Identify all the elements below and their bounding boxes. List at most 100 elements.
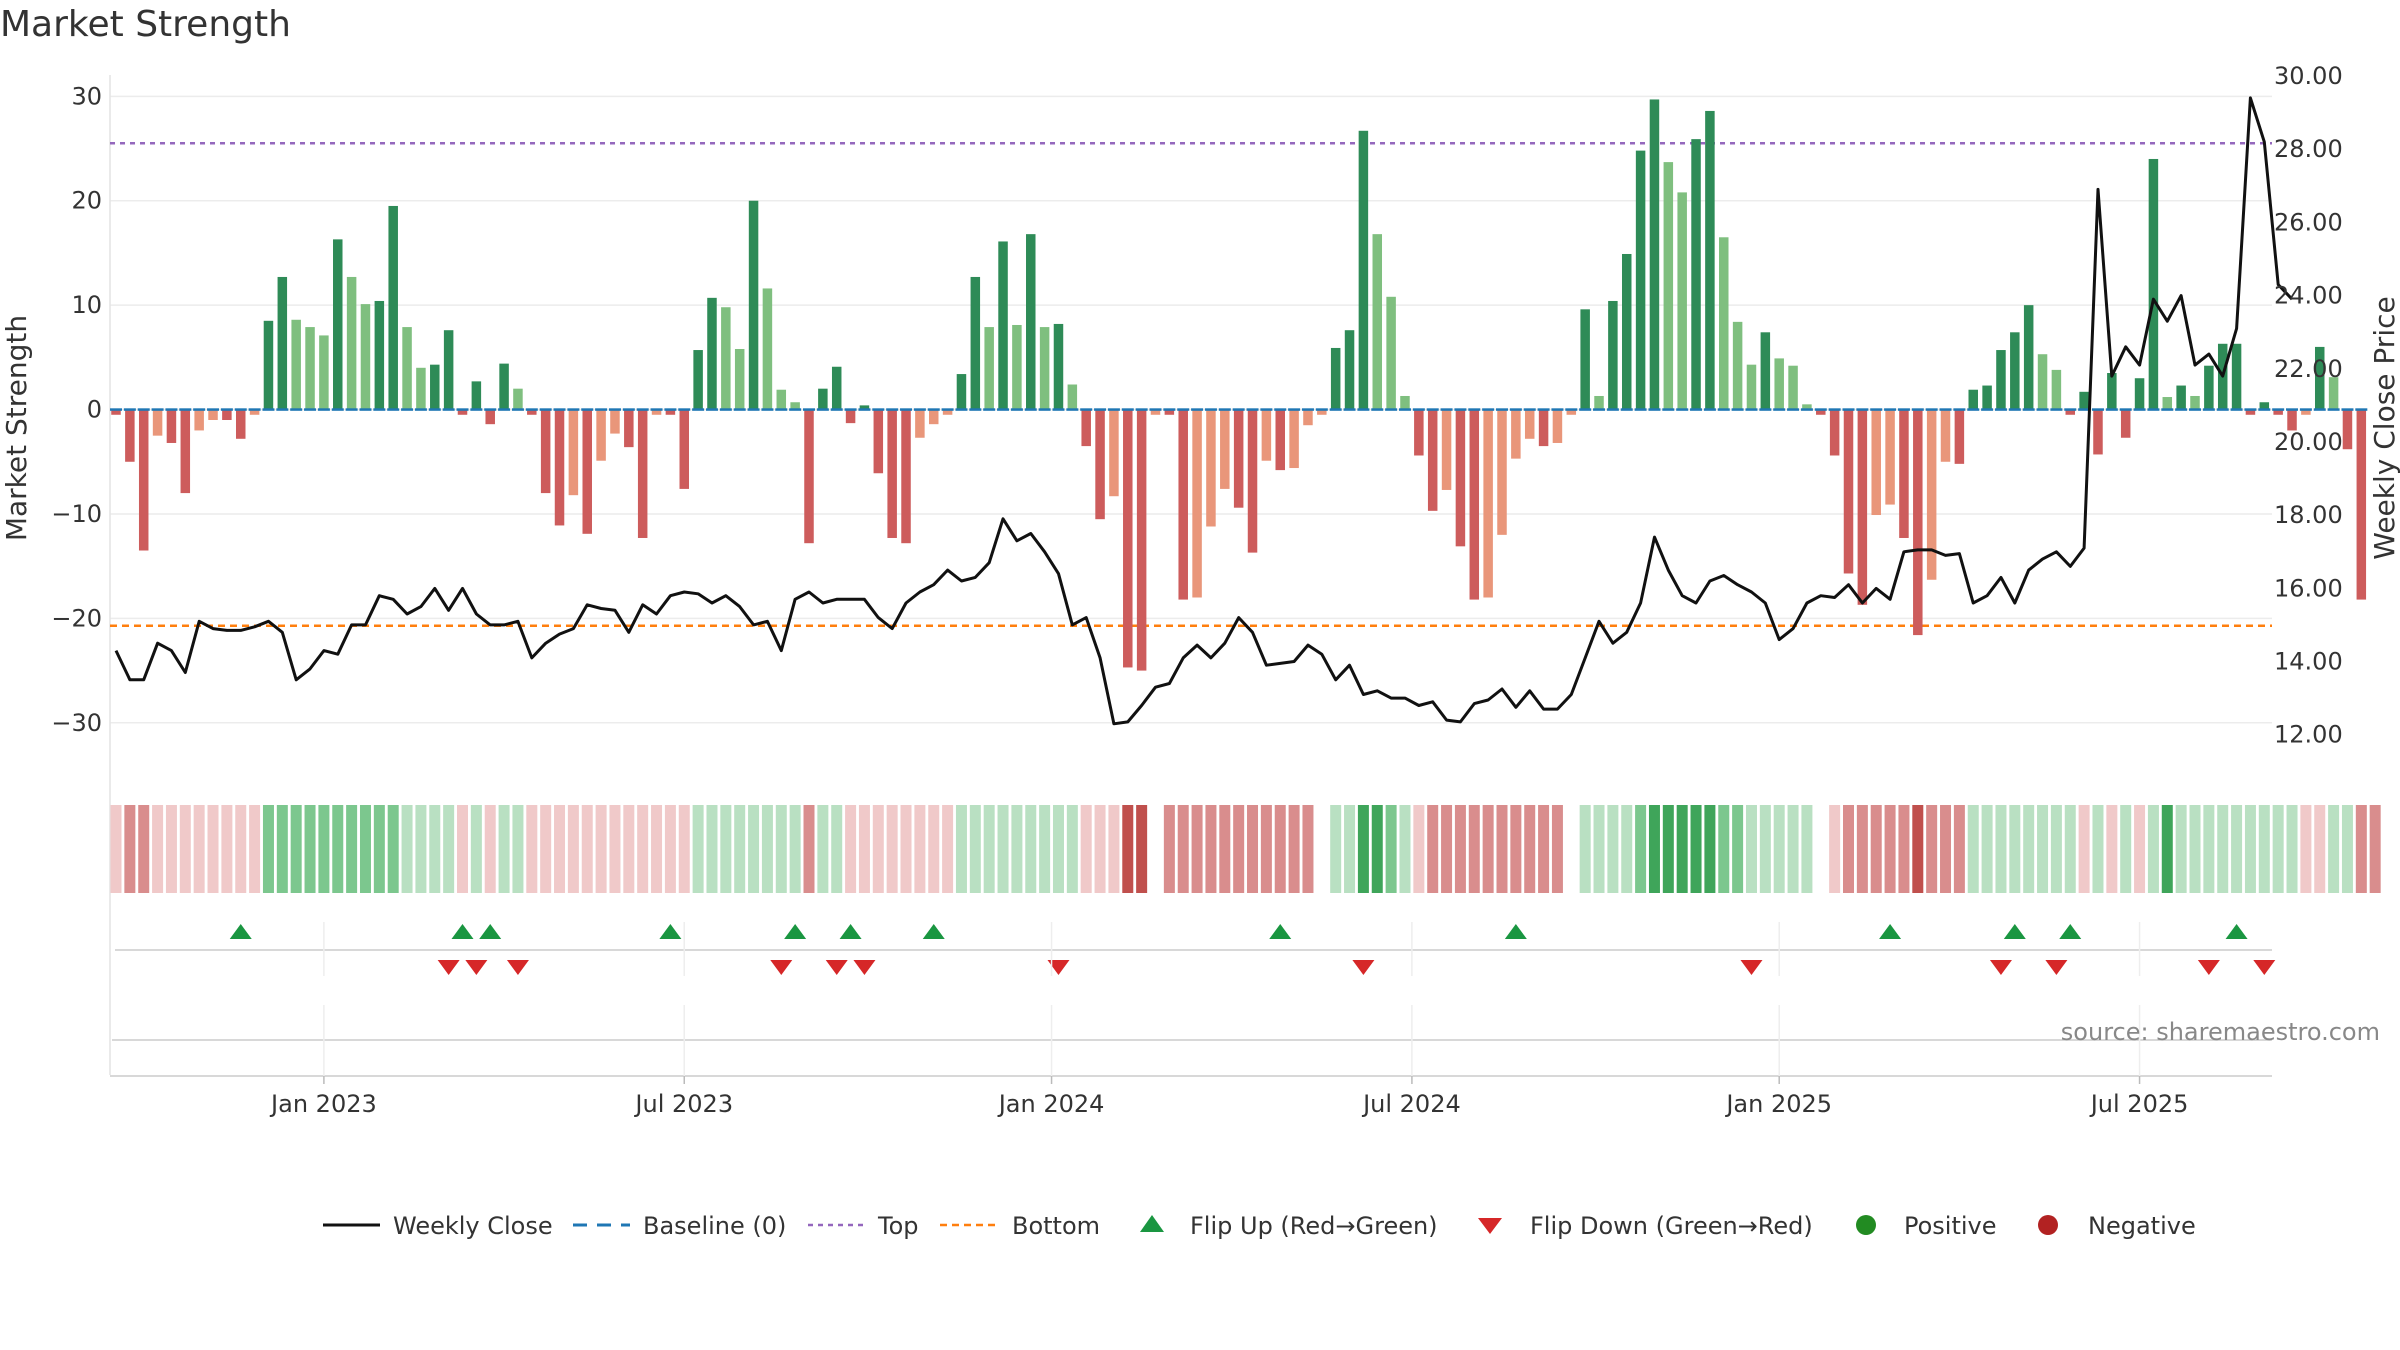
strength-bar: [2162, 397, 2173, 410]
heat-cell: [1912, 805, 1924, 893]
heat-cell: [484, 805, 496, 893]
strength-bar: [180, 409, 191, 494]
heat-cell: [914, 805, 926, 893]
source-credit: source: sharemaestro.com: [2061, 1018, 2380, 1046]
strength-bar: [1677, 192, 1687, 410]
heat-cell: [1745, 805, 1757, 893]
heat-cell: [567, 805, 579, 893]
strength-bar: [111, 409, 121, 415]
strength-bar: [1303, 409, 1313, 426]
strength-bar: [1233, 409, 1244, 508]
strength-bar: [762, 288, 773, 410]
heat-cell: [1496, 805, 1508, 893]
heat-cell: [2231, 805, 2243, 893]
strength-bar: [513, 388, 523, 410]
y-axis-title: Market Strength: [0, 315, 33, 541]
y2-tick-label: 16.00: [2274, 574, 2343, 602]
weekly-close-line: [114, 96, 2294, 726]
strength-bar: [1802, 404, 1812, 410]
heat-cell: [942, 805, 954, 893]
strength-bar: [679, 409, 690, 489]
heat-cell: [1607, 805, 1619, 893]
flip-down-marker: [770, 960, 793, 975]
heat-cell: [1690, 805, 1702, 893]
strength-bar: [1441, 409, 1452, 490]
heat-cell: [2023, 805, 2035, 893]
heat-cell: [526, 805, 538, 893]
strength-bar: [1538, 409, 1549, 447]
strength-bar: [1261, 409, 1272, 461]
flip-up-marker: [1879, 924, 1902, 939]
strength-bar: [485, 409, 495, 425]
heat-cell: [1759, 805, 1771, 893]
strength-bar: [1039, 327, 1050, 410]
strength-bar: [693, 350, 703, 410]
strength-bar: [1247, 409, 1258, 553]
heat-cell: [1163, 805, 1175, 893]
strength-bar: [1386, 296, 1396, 410]
heat-cell: [235, 805, 247, 893]
heat-cell: [2244, 805, 2256, 893]
strength-bar: [402, 327, 412, 410]
strength-bar: [1524, 409, 1535, 439]
legend-swatch-flip-down: [1478, 1218, 1502, 1234]
heat-cell: [734, 805, 746, 893]
strength-bar: [1719, 237, 1729, 410]
strength-bar: [1483, 409, 1493, 598]
strength-bar: [2356, 409, 2367, 600]
heat-cell: [262, 805, 274, 893]
heat-cell: [1981, 805, 1993, 893]
heat-cell: [318, 805, 330, 893]
strength-bar: [734, 349, 745, 410]
heat-cell: [1787, 805, 1799, 893]
strength-bar: [1150, 409, 1161, 415]
strength-bar: [1317, 409, 1327, 415]
strength-bar: [2287, 409, 2297, 431]
strength-bar: [1774, 358, 1784, 410]
heat-cell: [845, 805, 857, 893]
flip-down-marker: [1989, 960, 2012, 975]
strength-bar: [1358, 130, 1369, 410]
y2-tick-label: 28.00: [2274, 135, 2343, 163]
strength-bar: [2342, 409, 2353, 450]
heat-cell: [1260, 805, 1272, 893]
heat-cell: [581, 805, 593, 893]
strength-bar: [346, 276, 357, 410]
heat-cell: [2314, 805, 2326, 893]
heat-cell: [1108, 805, 1120, 893]
flip-up-marker: [479, 924, 502, 939]
heat-cell: [1136, 805, 1148, 893]
strength-bar: [1968, 389, 1978, 410]
heat-cell: [678, 805, 690, 893]
strength-bar: [194, 409, 204, 431]
strength-bar: [222, 409, 232, 420]
heat-cell: [983, 805, 995, 893]
strength-bar: [942, 409, 953, 415]
heat-cell: [664, 805, 676, 893]
heat-cell: [706, 805, 718, 893]
strength-bar: [1095, 409, 1105, 520]
flip-down-marker: [825, 960, 848, 975]
heat-cell: [651, 805, 663, 893]
strength-bar: [263, 320, 274, 410]
flip-down-marker: [2045, 960, 2068, 975]
heat-cell: [2328, 805, 2340, 893]
flip-down-marker: [853, 960, 876, 975]
strength-bar: [388, 205, 398, 410]
heat-cell: [1150, 805, 1161, 893]
strength-bar: [2176, 385, 2186, 410]
strength-bar: [1026, 234, 1036, 410]
x-tick-label: Jan 2023: [269, 1090, 377, 1118]
strength-bar: [1760, 332, 1771, 410]
flip-up-marker: [2059, 924, 2082, 939]
strength-bar: [1843, 409, 1854, 574]
heat-cell: [1454, 805, 1466, 893]
heat-cell: [1565, 805, 1577, 893]
heat-cell: [2161, 805, 2173, 893]
heat-cell: [2050, 805, 2062, 893]
strength-bar: [1732, 321, 1743, 410]
strength-bar: [1289, 409, 1299, 469]
strength-bar: [138, 409, 149, 551]
strength-bar: [1982, 385, 1992, 410]
strength-bar: [208, 409, 218, 420]
